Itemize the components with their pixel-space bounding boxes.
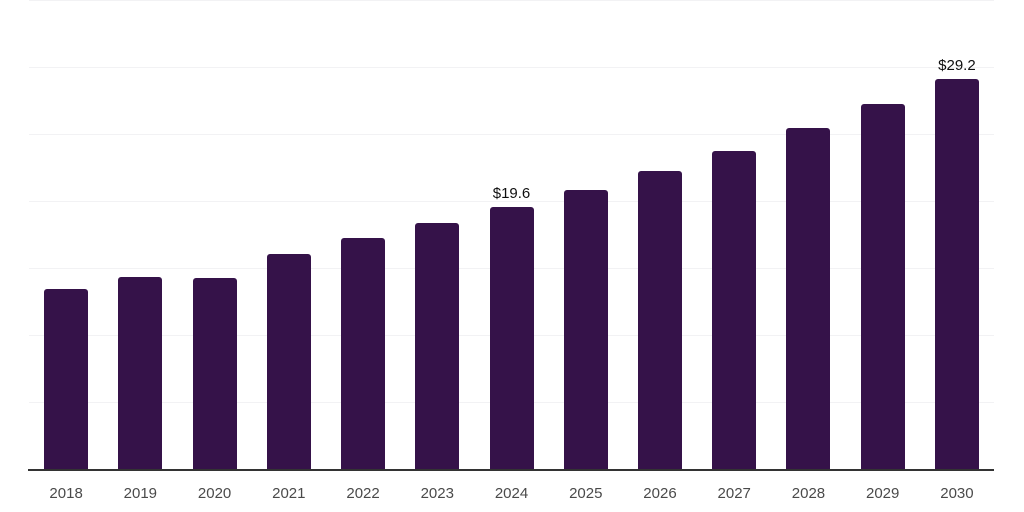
bar-slot-2019 (103, 1, 177, 470)
bar-slot-2028 (771, 1, 845, 470)
gridline-35 (29, 0, 994, 1)
bar-2027 (712, 151, 757, 470)
bar-slot-2023 (400, 1, 474, 470)
x-axis-line (28, 469, 994, 471)
bar-slot-2024: $19.6 (474, 1, 548, 470)
bar-2025 (563, 189, 608, 470)
bar-2030 (934, 78, 979, 470)
bar-slot-2029 (846, 1, 920, 470)
bar-series: $19.6 $29.2 (29, 1, 994, 470)
x-tick-label-2018: 2018 (49, 485, 83, 502)
bar-2024 (489, 207, 534, 470)
bar-2029 (860, 104, 905, 470)
bar-2023 (415, 223, 460, 470)
gridline-30 (29, 67, 994, 68)
bar-slot-2021 (252, 1, 326, 470)
x-tick-label-2021: 2021 (272, 485, 306, 502)
bar-slot-2018 (29, 1, 103, 470)
x-tick-label-2022: 2022 (346, 485, 380, 502)
gridline-20 (29, 201, 994, 202)
bar-slot-2027 (697, 1, 771, 470)
bar-value-label-2030: $29.2 (938, 56, 976, 74)
x-tick-label-2029: 2029 (866, 485, 900, 502)
x-tick-label-2023: 2023 (420, 485, 454, 502)
bar-slot-2026 (623, 1, 697, 470)
bar-slot-2020 (177, 1, 251, 470)
x-tick-label-2027: 2027 (717, 485, 751, 502)
bar-2022 (341, 238, 386, 470)
x-tick-label-2026: 2026 (643, 485, 677, 502)
x-tick-label-2024: 2024 (494, 485, 529, 502)
bar-2021 (266, 254, 311, 470)
x-tick-label-2020: 2020 (197, 485, 232, 502)
gridline-25 (29, 134, 994, 135)
bar-value-label-2024: $19.6 (492, 185, 531, 203)
bar-2020 (192, 278, 237, 470)
x-tick-label-2028: 2028 (791, 485, 826, 502)
bar-2028 (786, 128, 831, 470)
x-tick-label-2025: 2025 (569, 485, 603, 502)
bar-2026 (637, 171, 682, 470)
x-tick-label-2030: 2030 (940, 485, 974, 502)
x-axis-tick-labels: 2018 2019 2020 2021 2022 2023 2024 2025 2026 2027… (29, 485, 994, 502)
x-tick-label-2019: 2019 (123, 485, 158, 502)
bar-slot-2025 (549, 1, 623, 470)
plot-area: $19.6 $29.2 (28, 0, 994, 471)
bar-2019 (118, 277, 163, 470)
bar-2018 (44, 289, 89, 470)
bar-slot-2030: $29.2 (920, 1, 994, 470)
bar-slot-2022 (326, 1, 400, 470)
